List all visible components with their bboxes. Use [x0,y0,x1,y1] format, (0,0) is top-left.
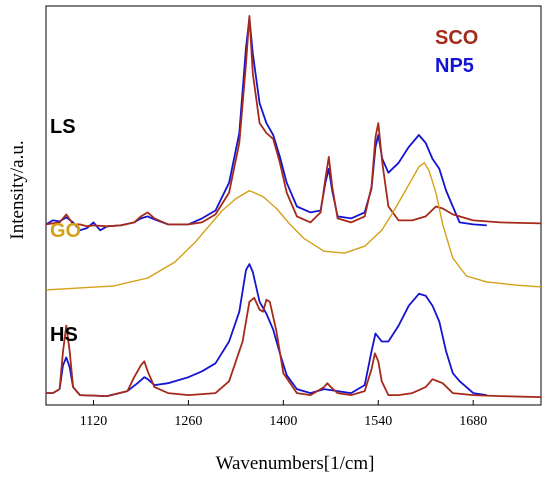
series-line-go-go [45,162,542,291]
x-tick-label-1400: 1400 [269,414,297,429]
x-axis-title: Wavenumbers[1/cm] [216,453,375,474]
annotation-hs: HS [50,324,78,346]
plot-frame [45,5,542,406]
x-tick-label-1680: 1680 [459,414,487,429]
x-tick-label-1120: 1120 [80,414,107,429]
annotation-ls: LS [50,116,76,138]
series-line-hs-sco [46,296,542,398]
y-axis-title: Intensity/a.u. [7,140,28,239]
series-line-ls-np5 [45,17,487,232]
series-line-ls-sco [45,15,542,228]
x-axis-ticks: 1120 1260 1400 1540 1680 [80,400,487,429]
series-line-hs-np5 [46,263,487,397]
annotation-go: GO [50,220,81,242]
x-tick-label-1260: 1260 [174,414,202,429]
series-layer [45,15,542,398]
legend-label-np5: NP5 [435,55,474,77]
legend-label-sco: SCO [435,27,478,49]
x-tick-label-1540: 1540 [364,414,392,429]
